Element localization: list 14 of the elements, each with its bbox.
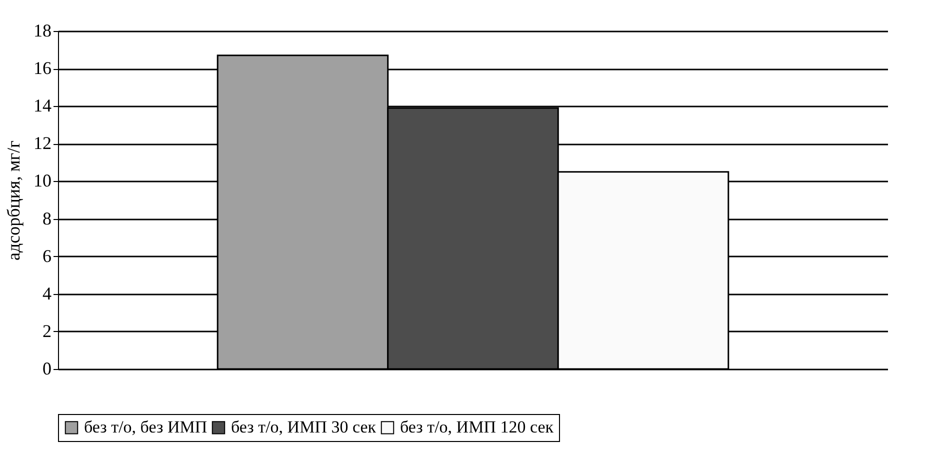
legend-label: без т/о, без ИМП: [84, 418, 208, 437]
legend-label: без т/о, ИМП 120 сек: [400, 418, 554, 437]
y-tick-label: 2: [42, 320, 52, 341]
y-tick-label: 16: [34, 58, 52, 78]
y-tick-label: 10: [34, 170, 52, 191]
y-tick-label: 0: [42, 358, 52, 378]
y-tick-label: 14: [34, 96, 52, 116]
legend-label: без т/о, ИМП 30 сек: [231, 418, 377, 437]
y-tick-label: 4: [42, 283, 52, 304]
y-tick-label: 6: [42, 246, 52, 266]
y-tick-label: 12: [34, 133, 52, 154]
y-axis-title: адсорбция, мг/г: [4, 140, 24, 260]
y-tick-label: 8: [42, 208, 52, 228]
y-tick-label: 18: [34, 20, 52, 40]
